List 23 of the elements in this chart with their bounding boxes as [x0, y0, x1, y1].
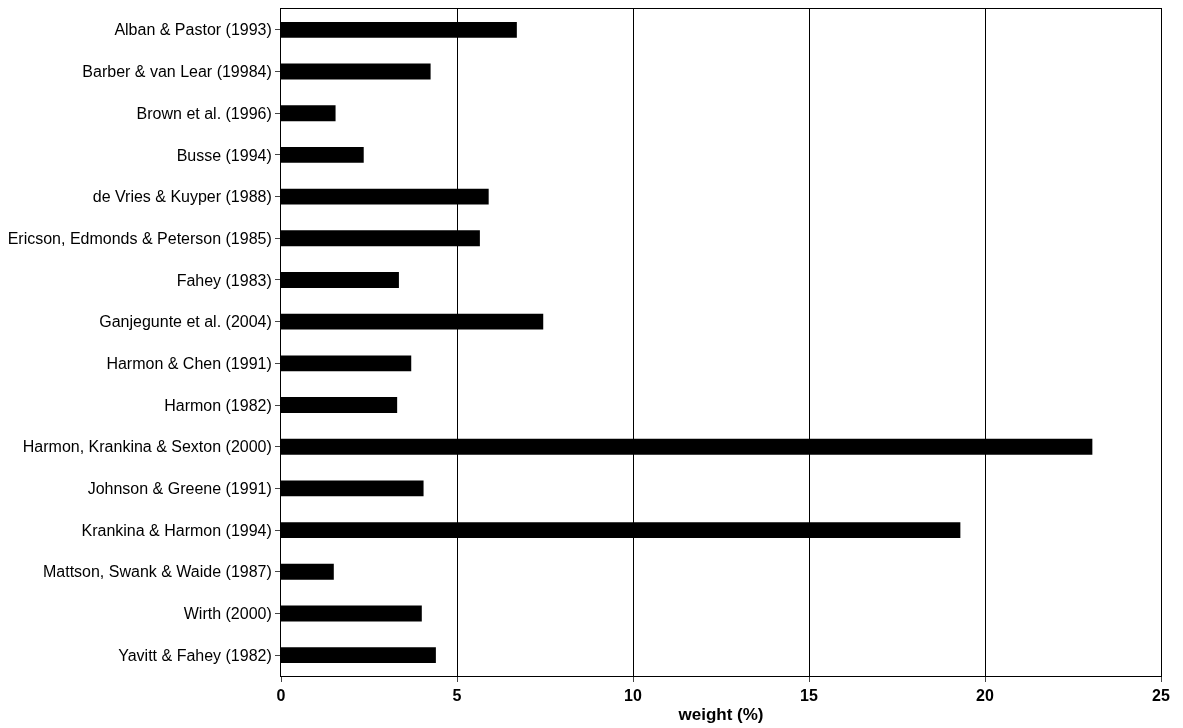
y-tick-label: Harmon (1982): [164, 396, 272, 414]
y-tick-label: Harmon, Krankina & Sexton (2000): [22, 438, 272, 456]
x-tick-label: 15: [800, 687, 818, 705]
y-tick-label: Brown et al. (1996): [136, 104, 272, 122]
x-axis-title: weight (%): [677, 704, 764, 724]
y-tick-label: Krankina & Harmon (1994): [81, 521, 272, 539]
y-tick-label: Harmon & Chen (1991): [106, 354, 272, 372]
y-tick-label: Ericson, Edmonds & Peterson (1985): [7, 229, 272, 247]
y-tick-label: Wirth (2000): [183, 605, 272, 623]
x-tick-label: 10: [624, 687, 642, 705]
y-tick-label: Ganjegunte et al. (2004): [99, 313, 272, 331]
y-tick-label: Busse (1994): [176, 146, 272, 164]
y-tick-label: Barber & van Lear (19984): [82, 63, 272, 81]
x-tick-label: 25: [1152, 687, 1170, 705]
y-tick-label: Yavitt & Fahey (1982): [118, 646, 272, 664]
y-tick-label: de Vries & Kuyper (1988): [92, 188, 272, 206]
x-tick-label: 20: [976, 687, 994, 705]
x-tick-label: 5: [452, 687, 462, 705]
y-tick-label: Alban & Pastor (1993): [114, 21, 272, 39]
y-tick-label: Johnson & Greene (1991): [87, 480, 272, 498]
y-tick-label: Fahey (1983): [176, 271, 272, 289]
x-tick-label: 0: [276, 687, 286, 705]
y-tick-label: Mattson, Swank & Waide (1987): [42, 563, 272, 581]
